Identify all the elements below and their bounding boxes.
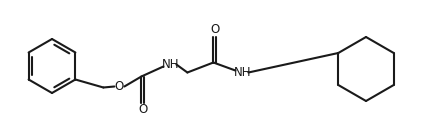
Text: O: O	[210, 23, 220, 36]
Text: O: O	[115, 80, 124, 93]
Text: O: O	[138, 103, 148, 116]
Text: NH: NH	[162, 58, 179, 71]
Text: NH: NH	[234, 66, 251, 79]
